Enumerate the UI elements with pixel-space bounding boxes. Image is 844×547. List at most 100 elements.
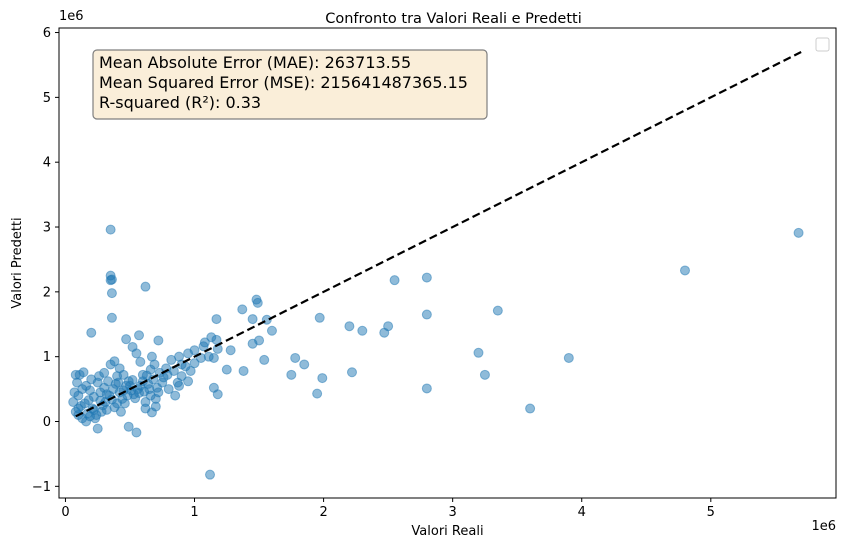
- data-point: [153, 387, 164, 398]
- y-axis-label: Valori Predetti: [10, 217, 25, 308]
- data-point: [183, 376, 194, 387]
- plot-frame: [58, 27, 837, 499]
- data-point: [421, 272, 432, 283]
- data-point: [286, 369, 297, 380]
- data-point: [185, 365, 196, 376]
- data-point: [170, 390, 181, 401]
- data-point: [105, 224, 116, 235]
- data-point: [290, 352, 301, 363]
- y-tick-label: 2: [43, 285, 51, 300]
- data-point: [266, 325, 277, 336]
- data-point: [73, 390, 84, 401]
- data-point: [153, 335, 164, 346]
- data-point: [793, 227, 804, 238]
- data-point: [176, 371, 187, 382]
- data-point: [163, 384, 174, 395]
- data-point: [208, 352, 219, 363]
- data-point: [247, 338, 258, 349]
- data-point: [344, 321, 355, 332]
- chart-title: Confronto tra Valori Reali e Predetti: [325, 11, 581, 27]
- data-point: [238, 365, 249, 376]
- data-point: [312, 388, 323, 399]
- data-points: [68, 224, 804, 480]
- y-tick-label: 0: [43, 415, 51, 430]
- x-tick-label: 3: [449, 505, 457, 520]
- data-point: [140, 397, 151, 408]
- y-tick-label: 5: [43, 91, 51, 106]
- data-point: [189, 345, 200, 356]
- metrics-box: Mean Absolute Error (MAE): 263713.55 Mea…: [92, 49, 488, 120]
- data-point: [314, 312, 325, 323]
- x-axis-label: Valori Reali: [411, 524, 483, 539]
- data-point: [212, 389, 223, 400]
- data-point: [479, 369, 490, 380]
- data-point: [131, 348, 142, 359]
- data-point: [225, 345, 236, 356]
- y-tick-label: 1: [43, 350, 51, 365]
- data-point: [121, 334, 132, 345]
- data-point: [679, 265, 690, 276]
- data-point: [563, 352, 574, 363]
- data-point: [135, 356, 146, 367]
- x-tick-label: 4: [578, 505, 586, 520]
- data-point: [134, 330, 145, 341]
- data-point: [421, 383, 432, 394]
- y-tick-label: 4: [43, 156, 51, 171]
- x-axis-ticks: 0 1 2 3 4 5: [61, 498, 715, 520]
- data-point: [357, 325, 368, 336]
- data-point: [137, 369, 148, 380]
- y-axis-ticks: −1 0 1 2 3 4 5 6: [32, 26, 59, 495]
- y-tick-label: 6: [43, 26, 51, 41]
- x-tick-label: 1: [190, 505, 198, 520]
- data-point: [68, 397, 79, 408]
- x-tick-label: 5: [707, 505, 715, 520]
- legend-box: [815, 37, 830, 52]
- data-point: [346, 367, 357, 378]
- data-point: [115, 406, 126, 417]
- data-point: [299, 359, 310, 370]
- x-tick-label: 0: [61, 505, 69, 520]
- data-point: [389, 275, 400, 286]
- data-point: [525, 403, 536, 414]
- data-point: [237, 304, 248, 315]
- mse-text: Mean Squared Error (MSE): 215641487365.1…: [99, 73, 468, 92]
- data-point: [199, 337, 210, 348]
- data-point: [123, 376, 134, 387]
- data-point: [247, 314, 258, 325]
- data-point: [113, 377, 124, 388]
- data-point: [92, 423, 103, 434]
- data-point: [421, 309, 432, 320]
- data-point: [317, 373, 328, 384]
- x-tick-label: 2: [319, 505, 327, 520]
- data-point: [221, 364, 232, 375]
- mae-text: Mean Absolute Error (MAE): 263713.55: [99, 53, 411, 72]
- r-squared-text: R-squared (R²): 0.33: [99, 93, 261, 112]
- data-point: [174, 380, 185, 391]
- data-point: [205, 469, 216, 480]
- data-point: [109, 356, 120, 367]
- data-point: [473, 347, 484, 358]
- data-point: [211, 314, 222, 325]
- data-point: [106, 274, 117, 285]
- data-point: [259, 354, 270, 365]
- data-point: [492, 305, 503, 316]
- y-tick-label: 3: [43, 221, 51, 236]
- metrics-box-background: [92, 49, 488, 120]
- data-point: [106, 312, 117, 323]
- y-axis-offset-label: 1e6: [59, 9, 84, 24]
- data-point: [149, 359, 160, 370]
- data-point: [112, 398, 123, 409]
- data-point: [106, 288, 117, 299]
- data-point: [252, 297, 263, 308]
- data-point: [379, 327, 390, 338]
- data-point: [99, 367, 110, 378]
- x-axis-offset-label: 1e6: [811, 519, 836, 534]
- y-tick-label: −1: [32, 480, 51, 495]
- data-point: [123, 421, 134, 432]
- ideal-prediction-line: [75, 51, 802, 418]
- data-point: [189, 358, 200, 369]
- data-point: [131, 427, 142, 438]
- data-point: [86, 327, 97, 338]
- data-point: [70, 369, 81, 380]
